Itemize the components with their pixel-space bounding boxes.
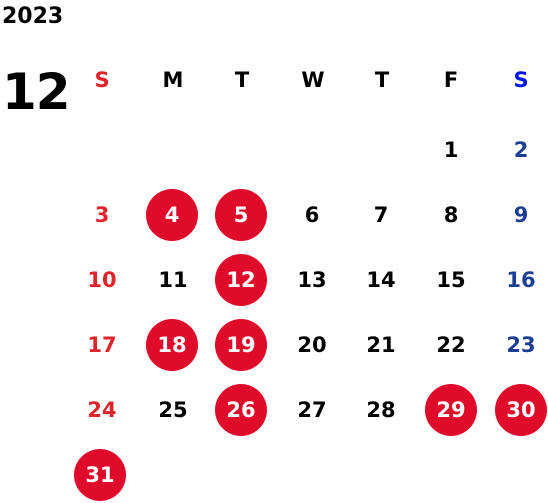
day-cell-highlighted[interactable]: 4 <box>146 189 198 241</box>
day-cell[interactable]: 15 <box>436 267 466 292</box>
day-cell[interactable]: 11 <box>158 267 188 292</box>
day-cell[interactable]: 23 <box>506 332 536 357</box>
weekday-header-monday: M <box>162 67 184 92</box>
weekday-header-wednesday: W <box>301 67 325 92</box>
day-cell[interactable]: 7 <box>373 202 389 227</box>
day-cell[interactable]: 9 <box>513 202 529 227</box>
day-cell[interactable]: 13 <box>297 267 327 292</box>
weekday-header-friday: F <box>443 67 459 92</box>
day-cell[interactable]: 14 <box>366 267 396 292</box>
day-cell-highlighted[interactable]: 19 <box>215 319 267 371</box>
day-cell[interactable]: 10 <box>87 267 117 292</box>
day-cell[interactable]: 2 <box>513 137 529 162</box>
day-cell-highlighted[interactable]: 29 <box>425 384 477 436</box>
day-cell[interactable]: 25 <box>158 397 188 422</box>
day-cell[interactable]: 24 <box>87 397 117 422</box>
day-cell-highlighted[interactable]: 18 <box>146 319 198 371</box>
day-cell-highlighted[interactable]: 31 <box>74 449 126 501</box>
day-cell-highlighted[interactable]: 26 <box>215 384 267 436</box>
weekday-header-thursday: T <box>374 67 390 92</box>
day-cell[interactable]: 22 <box>436 332 466 357</box>
weekday-header-tuesday: T <box>234 67 250 92</box>
weekday-header-saturday: S <box>513 67 529 92</box>
day-cell-highlighted[interactable]: 12 <box>215 254 267 306</box>
day-cell[interactable]: 1 <box>443 137 459 162</box>
day-cell[interactable]: 27 <box>297 397 327 422</box>
day-cell-highlighted[interactable]: 30 <box>495 384 547 436</box>
month-number: 12 <box>2 63 71 121</box>
day-cell[interactable]: 21 <box>366 332 396 357</box>
day-cell[interactable]: 8 <box>443 202 459 227</box>
day-cell-highlighted[interactable]: 5 <box>215 189 267 241</box>
day-cell[interactable]: 16 <box>506 267 536 292</box>
day-cell[interactable]: 20 <box>297 332 327 357</box>
day-cell[interactable]: 17 <box>87 332 117 357</box>
year-label: 2023 <box>2 4 64 29</box>
day-cell[interactable]: 3 <box>94 202 110 227</box>
day-cell[interactable]: 6 <box>304 202 320 227</box>
weekday-header-sunday: S <box>94 67 110 92</box>
day-cell[interactable]: 28 <box>366 397 396 422</box>
